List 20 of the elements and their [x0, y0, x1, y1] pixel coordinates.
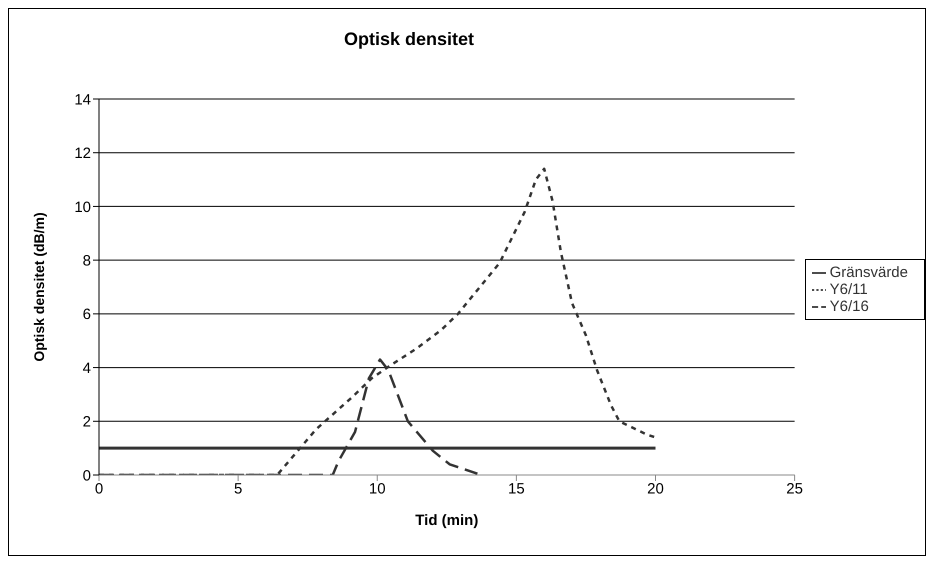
x-tick-label: 10 — [368, 480, 386, 498]
y-tick-label: 10 — [74, 198, 91, 216]
chart-title: Optisk densitet — [342, 29, 476, 50]
x-tick-label: 15 — [508, 480, 525, 498]
legend-label: Gränsvärde — [830, 264, 908, 281]
y-tick-label: 2 — [82, 414, 91, 431]
y-tick-label: 12 — [74, 145, 91, 162]
y-tick-label: 4 — [82, 360, 91, 377]
x-tick-label: 25 — [786, 480, 803, 498]
legend-label: Y6/16 — [830, 298, 869, 315]
y-tick-label: 6 — [82, 306, 91, 324]
legend-label: Y6/11 — [830, 281, 868, 298]
x-tick-label: 0 — [94, 480, 104, 498]
y-axis-title: Optisk densitet (dB/m) — [30, 212, 47, 362]
y-tick-label: 8 — [82, 252, 91, 270]
x-tick-label: 5 — [234, 480, 242, 498]
x-axis-title: Tid (min) — [415, 512, 478, 529]
x-tick-label: 20 — [647, 480, 664, 498]
y-tick-label: 0 — [82, 467, 91, 484]
y-tick-label: 14 — [74, 91, 91, 108]
